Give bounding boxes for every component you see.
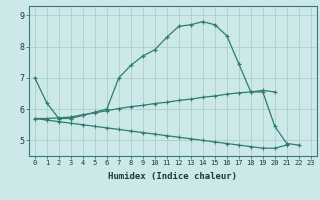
X-axis label: Humidex (Indice chaleur): Humidex (Indice chaleur) bbox=[108, 172, 237, 181]
